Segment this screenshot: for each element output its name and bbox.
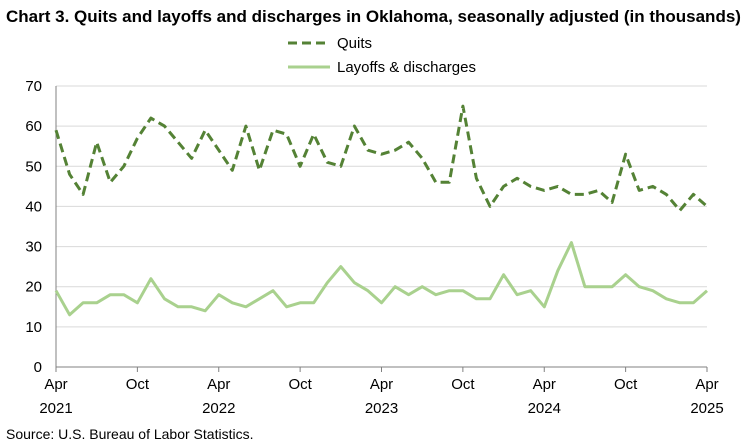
chart-title: Chart 3. Quits and layoffs and discharge… [6, 7, 741, 26]
x-tick-label-year: 2021 [39, 400, 72, 417]
source-note: Source: U.S. Bureau of Labor Statistics. [6, 426, 254, 442]
legend-label: Quits [337, 35, 372, 52]
x-tick-label-month: Oct [126, 376, 150, 393]
y-tick-label: 20 [25, 279, 42, 296]
series-line-quits [54, 104, 708, 212]
x-tick-label-month: Apr [695, 376, 718, 393]
y-tick-label: 40 [25, 198, 42, 215]
y-tick-label: 30 [25, 239, 42, 256]
x-tick-label-month: Oct [614, 376, 638, 393]
x-tick-label-year: 2023 [365, 400, 398, 417]
gridlines [56, 85, 707, 328]
x-tick-label-month: Apr [370, 376, 393, 393]
y-tick-label: 0 [34, 359, 42, 376]
x-tick-label-month: Oct [451, 376, 475, 393]
x-tick-label-month: Oct [288, 376, 312, 393]
x-tick-label-month: Apr [533, 376, 556, 393]
x-tick-label-year: 2025 [690, 400, 723, 417]
x-tick-label-month: Apr [44, 376, 67, 393]
axes: 0 10 20 30 40 50 60 70 Apr 2021 Oct Apr 2022 Oct Apr 20… [25, 78, 723, 417]
series-lines [54, 104, 708, 317]
y-tick-label: 10 [25, 319, 42, 336]
y-tick-label: 70 [25, 78, 42, 95]
y-tick-label: 60 [25, 118, 42, 135]
y-tick-label: 50 [25, 158, 42, 175]
x-tick-label-year: 2024 [528, 400, 561, 417]
legend: Quits Layoffs & discharges [288, 35, 476, 76]
x-tick-label-year: 2022 [202, 400, 235, 417]
legend-label: Layoffs & discharges [337, 59, 476, 76]
series-line-layoffs-discharges [54, 241, 708, 317]
x-tick-label-month: Apr [207, 376, 230, 393]
